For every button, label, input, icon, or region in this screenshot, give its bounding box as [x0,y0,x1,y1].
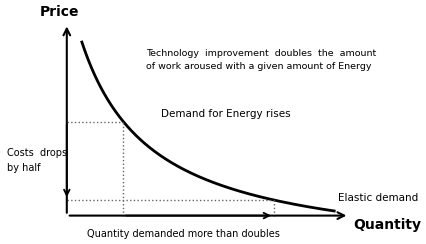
Text: Quantity demanded more than doubles: Quantity demanded more than doubles [87,230,279,239]
Text: Price: Price [40,5,79,19]
Text: Costs  drops
by half: Costs drops by half [6,148,66,173]
Text: Quantity: Quantity [352,218,420,232]
Text: Technology  improvement  doubles  the  amount
of work aroused with a given amoun: Technology improvement doubles the amoun… [146,49,375,71]
Text: Demand for Energy rises: Demand for Energy rises [161,109,290,119]
Text: Elastic demand: Elastic demand [337,193,417,203]
